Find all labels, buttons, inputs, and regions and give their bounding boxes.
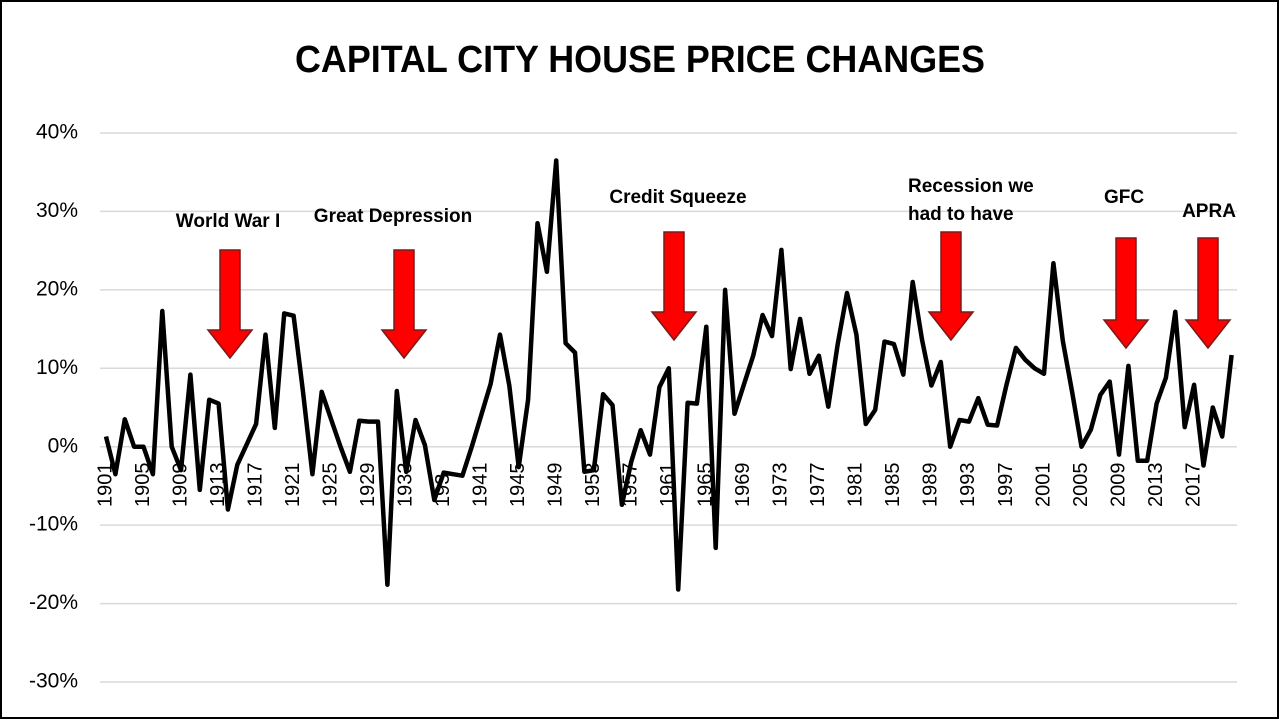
x-tick-label: 1917 — [244, 463, 266, 508]
x-tick-label: 1985 — [882, 463, 904, 508]
x-tick-label: 2013 — [1145, 463, 1167, 508]
x-tick-label: 1933 — [394, 463, 416, 508]
x-tick-label: 1901 — [94, 463, 116, 508]
x-tick-label: 1993 — [957, 463, 979, 508]
annotation: Recession we had to have — [908, 176, 1034, 225]
x-tick-label: 1909 — [169, 463, 191, 508]
annotation: World War I — [175, 211, 281, 232]
x-tick-label: 1941 — [469, 463, 491, 508]
arrow — [380, 249, 428, 360]
x-tick-label: 1949 — [545, 463, 567, 508]
x-tick-label: 1981 — [845, 463, 867, 508]
y-tick-label: -10% — [29, 513, 78, 536]
x-tick-label: 2017 — [1182, 463, 1204, 508]
x-tick-label: 1925 — [319, 463, 341, 508]
arrow — [1184, 237, 1232, 350]
x-tick-label: 1977 — [807, 463, 829, 508]
annotation: GFC — [1103, 187, 1145, 208]
x-tick-label: 1953 — [582, 463, 604, 508]
arrow — [927, 231, 975, 342]
chart-title: CAPITAL CITY HOUSE PRICE CHANGES — [295, 39, 985, 81]
x-tick-label: 1929 — [357, 463, 379, 508]
x-tick-label: 1973 — [770, 463, 792, 508]
x-tick-label: 1945 — [507, 463, 529, 508]
annotation: Great Depression — [313, 206, 473, 227]
x-tick-label: 2001 — [1032, 463, 1054, 508]
y-tick-label: 30% — [36, 199, 78, 222]
arrow — [650, 231, 698, 342]
x-tick-label: 1997 — [995, 463, 1017, 508]
x-tick-label: 193 — [432, 474, 454, 507]
annotation: Credit Squeeze — [609, 187, 747, 208]
annotation: APRA — [1182, 201, 1236, 222]
x-tick-label: 1989 — [920, 463, 942, 508]
arrow — [206, 249, 254, 360]
y-tick-label: 20% — [36, 277, 78, 300]
x-tick-label: 2009 — [1107, 463, 1129, 508]
x-tick-label: 1969 — [732, 463, 754, 508]
x-tick-label: 1905 — [132, 463, 154, 508]
y-tick-label: -30% — [29, 670, 78, 693]
y-tick-label: 10% — [36, 356, 78, 379]
x-tick-label: 2005 — [1070, 463, 1092, 508]
x-tick-label: 1921 — [282, 463, 304, 508]
line — [103, 158, 1234, 592]
y-tick-label: -20% — [29, 591, 78, 614]
y-tick-label: 40% — [36, 121, 78, 144]
y-tick-label: 0% — [48, 434, 78, 457]
arrow — [1102, 237, 1150, 350]
